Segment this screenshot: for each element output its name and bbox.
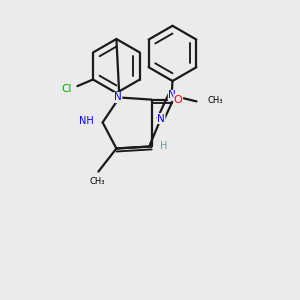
Text: H: H [160,141,167,151]
Text: O: O [174,94,183,105]
Text: CH₃: CH₃ [89,177,105,186]
Text: Cl: Cl [61,83,72,94]
Text: NH: NH [80,116,94,126]
Text: N: N [157,113,165,124]
Text: N: N [168,90,176,100]
Text: N: N [114,92,122,103]
Text: CH₃: CH₃ [208,96,224,105]
